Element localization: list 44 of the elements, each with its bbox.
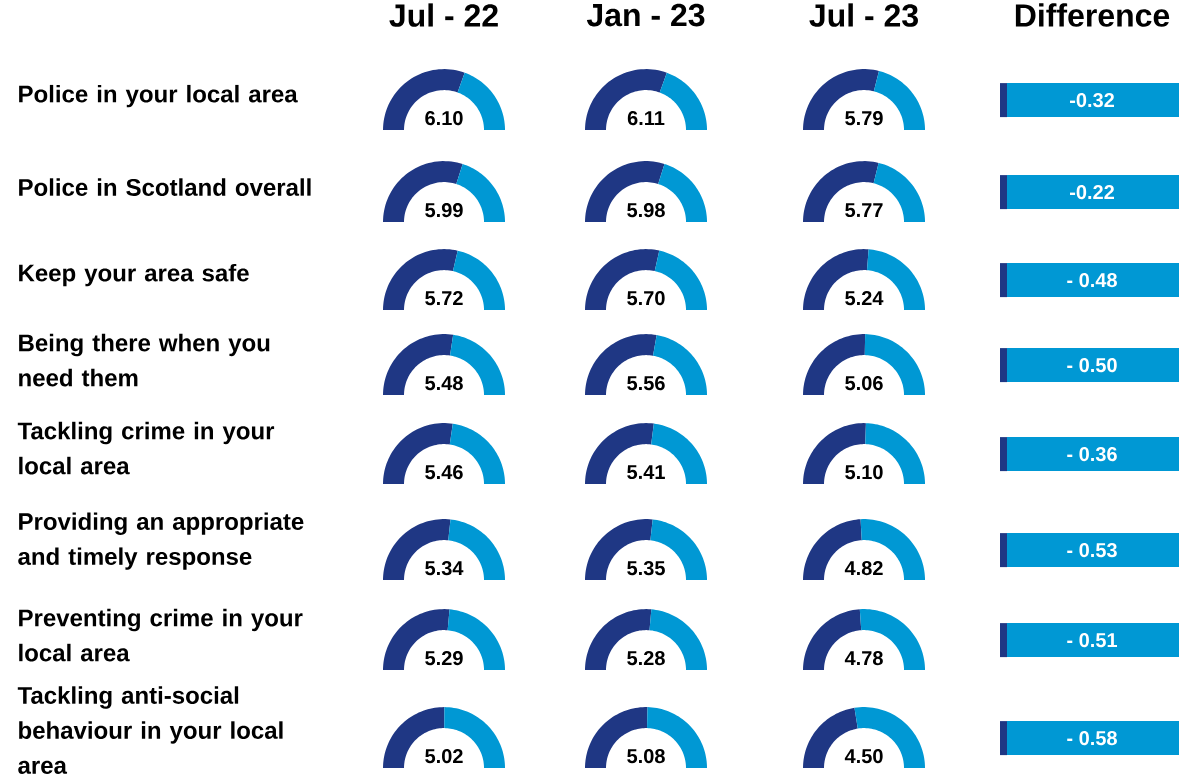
data-label: - 0.58 bbox=[1067, 730, 1117, 746]
data-label: 5.29 bbox=[425, 650, 463, 666]
data-label: 5.02 bbox=[425, 748, 463, 764]
category-label: Preventing crime in your local area bbox=[19, 608, 303, 662]
category-label: Providing an appropriate and timely response bbox=[18, 512, 304, 570]
category-label: Being there when you need them bbox=[19, 333, 270, 387]
data-label: 5.10 bbox=[845, 464, 883, 480]
category-label: Keep your area safe bbox=[19, 263, 249, 287]
data-label: 5.99 bbox=[425, 202, 463, 218]
data-label: 6.10 bbox=[425, 110, 463, 126]
data-label: 4.78 bbox=[844, 650, 883, 666]
data-label: 5.56 bbox=[627, 375, 665, 391]
data-label: 5.35 bbox=[627, 560, 665, 576]
data-label: 5.08 bbox=[627, 748, 665, 764]
data-label: 5.77 bbox=[845, 203, 883, 217]
category-label: Police in your local area bbox=[19, 84, 298, 108]
data-label: 5.06 bbox=[845, 375, 883, 391]
data-label: 5.41 bbox=[627, 465, 665, 479]
category-label: Tackling anti-social behaviour in your local area bbox=[17, 686, 283, 774]
data-label: 5.28 bbox=[627, 650, 665, 666]
data-label: 5.70 bbox=[627, 290, 665, 306]
data-label: -0.32 bbox=[1070, 92, 1114, 108]
data-label: 5.79 bbox=[845, 110, 883, 126]
data-label: - 0.50 bbox=[1067, 357, 1117, 373]
data-label: 5.48 bbox=[425, 375, 463, 391]
data-label: 5.46 bbox=[425, 464, 463, 480]
data-label: 5.98 bbox=[627, 202, 665, 218]
data-label: 6.11 bbox=[627, 110, 665, 126]
category-label: Tackling crime in your local area bbox=[17, 421, 275, 475]
text: Jul - 23 bbox=[809, 3, 918, 27]
data-label: -0.22 bbox=[1070, 184, 1114, 200]
category-label: Police in Scotland overall bbox=[19, 178, 311, 196]
series-label: Difference bbox=[1015, 3, 1170, 27]
data-label: - 0.48 bbox=[1067, 272, 1117, 288]
data-label: - 0.53 bbox=[1067, 542, 1117, 558]
data-label: 4.82 bbox=[844, 560, 883, 576]
data-label: - 0.36 bbox=[1067, 446, 1117, 462]
text: Jul - 22 bbox=[389, 3, 498, 27]
data-label: - 0.51 bbox=[1067, 632, 1118, 648]
data-label: 5.34 bbox=[425, 560, 464, 576]
data-label: 5.24 bbox=[845, 290, 884, 306]
data-label: 5.72 bbox=[425, 290, 463, 306]
text: Jan - 23 bbox=[586, 3, 705, 27]
data-label: 4.50 bbox=[844, 748, 883, 764]
